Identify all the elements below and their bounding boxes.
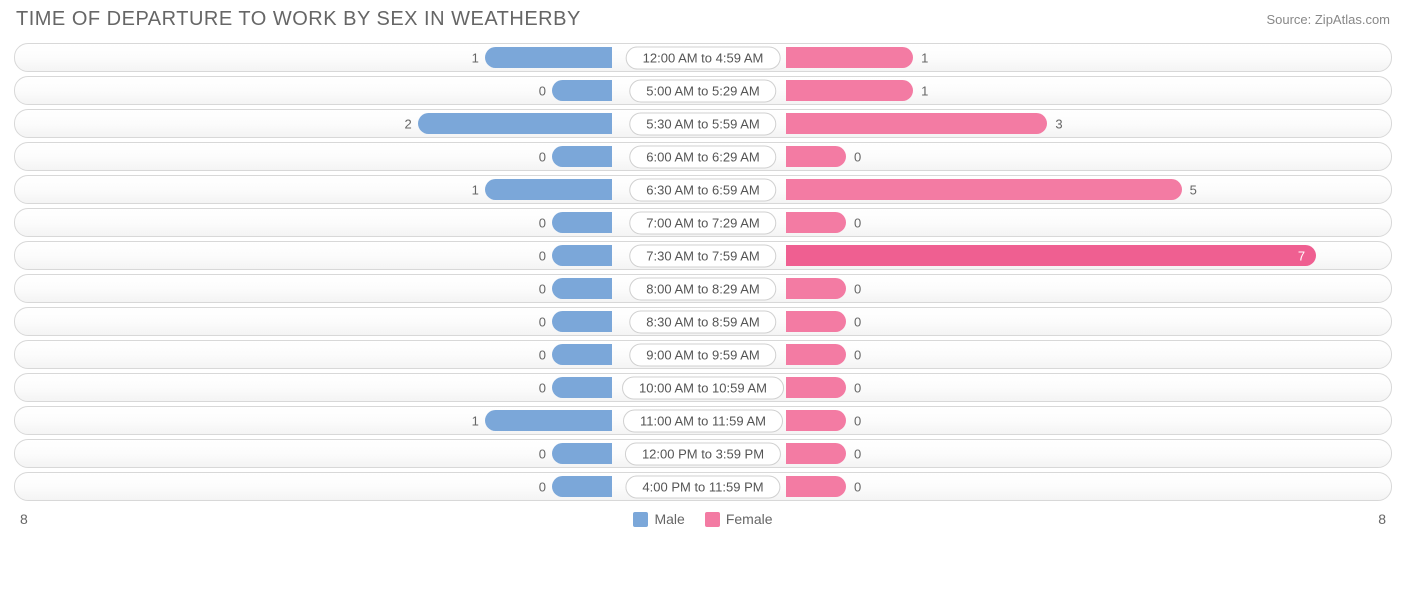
axis-max-left: 8 [20, 511, 28, 527]
female-bar [786, 146, 846, 167]
chart-row: 0 7 7:30 AM to 7:59 AM [14, 241, 1392, 270]
male-value: 0 [539, 347, 546, 362]
female-bar [786, 179, 1182, 200]
chart-row: 0 0 4:00 PM to 11:59 PM [14, 472, 1392, 501]
row-label: 11:00 AM to 11:59 AM [623, 409, 783, 432]
female-value: 5 [1190, 182, 1197, 197]
row-label: 9:00 AM to 9:59 AM [629, 343, 776, 366]
chart-row: 1 0 11:00 AM to 11:59 AM [14, 406, 1392, 435]
female-bar [786, 245, 1316, 266]
male-bar [552, 278, 612, 299]
male-bar [485, 47, 612, 68]
male-value: 0 [539, 248, 546, 263]
chart-row: 0 1 5:00 AM to 5:29 AM [14, 76, 1392, 105]
chart-row: 0 0 12:00 PM to 3:59 PM [14, 439, 1392, 468]
male-value: 0 [539, 83, 546, 98]
chart-title: TIME OF DEPARTURE TO WORK BY SEX IN WEAT… [16, 8, 581, 31]
female-bar [786, 311, 846, 332]
female-value: 1 [921, 83, 928, 98]
female-value: 0 [854, 281, 861, 296]
row-label: 5:30 AM to 5:59 AM [629, 112, 776, 135]
row-label: 4:00 PM to 11:59 PM [625, 475, 780, 498]
female-value: 0 [854, 215, 861, 230]
legend-swatch-male [633, 512, 648, 527]
row-label: 12:00 AM to 4:59 AM [626, 46, 781, 69]
female-bar [786, 410, 846, 431]
legend-item-female: Female [705, 511, 773, 527]
chart-footer: 8 Male Female 8 [0, 505, 1406, 527]
male-bar [485, 410, 612, 431]
male-bar [485, 179, 612, 200]
legend-label-male: Male [654, 511, 684, 527]
row-label: 6:00 AM to 6:29 AM [629, 145, 776, 168]
male-value: 0 [539, 380, 546, 395]
male-value: 0 [539, 281, 546, 296]
chart-row: 0 0 8:00 AM to 8:29 AM [14, 274, 1392, 303]
female-bar [786, 443, 846, 464]
row-label: 12:00 PM to 3:59 PM [625, 442, 781, 465]
female-value: 0 [854, 314, 861, 329]
male-value: 0 [539, 446, 546, 461]
male-bar [552, 377, 612, 398]
female-value: 3 [1055, 116, 1062, 131]
row-label: 10:00 AM to 10:59 AM [622, 376, 784, 399]
female-value: 0 [854, 413, 861, 428]
chart-row: 0 0 6:00 AM to 6:29 AM [14, 142, 1392, 171]
female-value: 0 [854, 149, 861, 164]
male-value: 2 [405, 116, 412, 131]
male-bar [552, 212, 612, 233]
female-bar [786, 212, 846, 233]
male-value: 0 [539, 149, 546, 164]
chart-source: Source: ZipAtlas.com [1266, 12, 1390, 27]
female-bar [786, 113, 1047, 134]
male-bar [552, 476, 612, 497]
legend: Male Female [633, 511, 772, 527]
male-bar [552, 311, 612, 332]
female-value: 0 [854, 446, 861, 461]
female-value: 7 [1298, 248, 1305, 263]
female-bar [786, 278, 846, 299]
chart-row: 0 0 10:00 AM to 10:59 AM [14, 373, 1392, 402]
chart-row: 1 1 12:00 AM to 4:59 AM [14, 43, 1392, 72]
female-bar [786, 80, 913, 101]
chart-row: 0 0 9:00 AM to 9:59 AM [14, 340, 1392, 369]
male-bar [418, 113, 612, 134]
female-bar [786, 476, 846, 497]
male-bar [552, 80, 612, 101]
chart-body: 1 1 12:00 AM to 4:59 AM 0 1 5:00 AM to 5:29 A… [0, 43, 1406, 501]
row-label: 6:30 AM to 6:59 AM [629, 178, 776, 201]
legend-label-female: Female [726, 511, 773, 527]
male-bar [552, 443, 612, 464]
row-label: 8:30 AM to 8:59 AM [629, 310, 776, 333]
chart-header: TIME OF DEPARTURE TO WORK BY SEX IN WEAT… [0, 0, 1406, 43]
chart-row: 2 3 5:30 AM to 5:59 AM [14, 109, 1392, 138]
chart-row: 1 5 6:30 AM to 6:59 AM [14, 175, 1392, 204]
legend-item-male: Male [633, 511, 684, 527]
chart-row: 0 0 7:00 AM to 7:29 AM [14, 208, 1392, 237]
male-bar [552, 245, 612, 266]
female-bar [786, 344, 846, 365]
male-bar [552, 146, 612, 167]
female-value: 0 [854, 380, 861, 395]
chart-row: 0 0 8:30 AM to 8:59 AM [14, 307, 1392, 336]
male-value: 0 [539, 314, 546, 329]
row-label: 7:30 AM to 7:59 AM [629, 244, 776, 267]
female-value: 0 [854, 479, 861, 494]
male-value: 0 [539, 479, 546, 494]
legend-swatch-female [705, 512, 720, 527]
row-label: 7:00 AM to 7:29 AM [629, 211, 776, 234]
male-value: 1 [472, 50, 479, 65]
row-label: 8:00 AM to 8:29 AM [629, 277, 776, 300]
male-value: 1 [472, 182, 479, 197]
axis-max-right: 8 [1378, 511, 1386, 527]
male-value: 0 [539, 215, 546, 230]
female-value: 0 [854, 347, 861, 362]
female-bar [786, 377, 846, 398]
female-bar [786, 47, 913, 68]
female-value: 1 [921, 50, 928, 65]
male-bar [552, 344, 612, 365]
row-label: 5:00 AM to 5:29 AM [629, 79, 776, 102]
male-value: 1 [472, 413, 479, 428]
